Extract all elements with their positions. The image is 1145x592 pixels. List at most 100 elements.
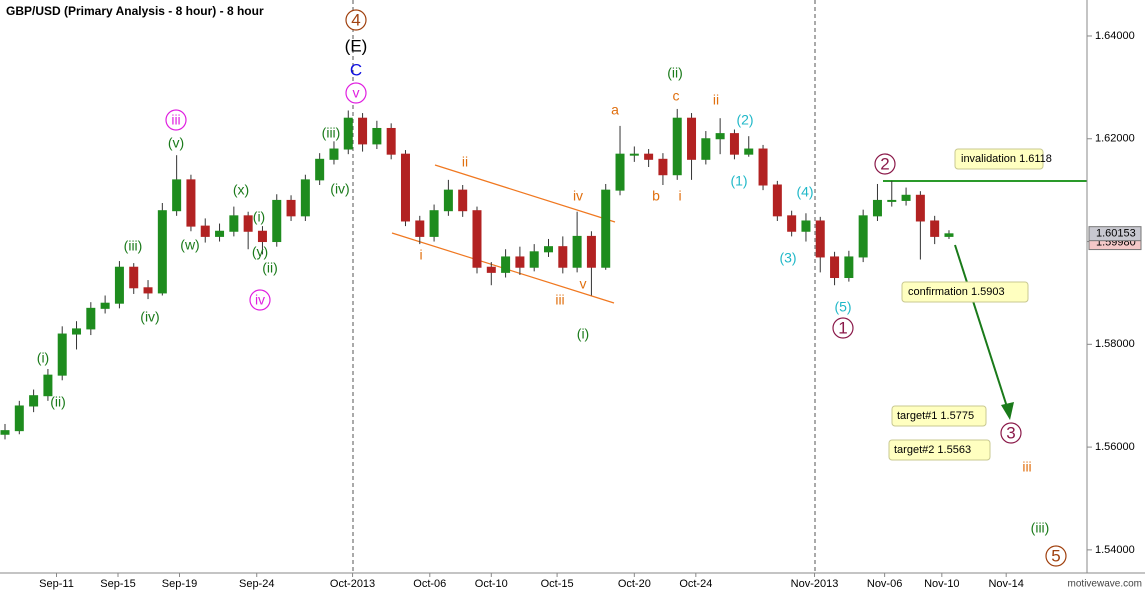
candle-body: [701, 138, 711, 160]
candle-body: [386, 127, 396, 155]
candle-body: [472, 210, 482, 268]
x-tick-label: Nov-2013: [791, 578, 839, 590]
y-tick-label: 1.62000: [1095, 133, 1135, 145]
wave-label: c: [673, 88, 680, 104]
wave-label: (E): [345, 36, 368, 55]
candle-body: [400, 153, 410, 222]
y-tick-label: 1.54000: [1095, 544, 1135, 556]
arrow-head: [1001, 402, 1014, 420]
wave-label: 2: [880, 154, 889, 173]
candle-body: [787, 215, 797, 232]
candle-body: [443, 189, 453, 212]
candle-body: [844, 256, 854, 279]
wave-label: i: [678, 188, 681, 204]
wave-label: (iv): [140, 309, 159, 325]
x-tick-label: Nov-14: [988, 578, 1023, 590]
candle-body: [858, 215, 868, 258]
y-tick-label: 1.58000: [1095, 338, 1135, 350]
channel-line: [434, 164, 616, 223]
candle-body: [801, 220, 811, 232]
candle-body: [601, 189, 611, 268]
wave-label: (ii): [262, 260, 278, 276]
wave-label: v: [580, 276, 587, 292]
candle-body: [644, 153, 654, 160]
callout-text: confirmation 1.5903: [908, 286, 1005, 298]
candle-body: [372, 127, 382, 145]
candle-body: [629, 153, 639, 156]
candle-body: [830, 256, 840, 279]
x-tick-label: Nov-06: [867, 578, 902, 590]
x-tick-label: Oct-06: [413, 578, 446, 590]
wave-label: iii: [555, 292, 564, 308]
candle-body: [529, 251, 539, 268]
candle-body: [358, 117, 368, 145]
x-tick-label: Nov-10: [924, 578, 959, 590]
wave-label: (i): [37, 350, 49, 366]
x-tick-label: Oct-24: [679, 578, 712, 590]
wave-label: C: [350, 60, 362, 79]
callout-text: invalidation 1.6118: [961, 153, 1052, 165]
candle-body: [300, 179, 310, 217]
wave-label: 4: [351, 10, 360, 29]
wave-label: ii: [713, 92, 719, 108]
candle-body: [43, 374, 53, 397]
wave-label: 5: [1051, 546, 1060, 565]
candle-body: [615, 153, 625, 191]
wave-label: (i): [577, 326, 589, 342]
wave-label: (iii): [124, 238, 143, 254]
candle-body: [157, 210, 167, 294]
x-tick-label: Oct-15: [541, 578, 574, 590]
candle-body: [415, 220, 425, 237]
candle-body: [586, 235, 596, 268]
wave-label: (v): [168, 135, 184, 151]
candle-body: [57, 333, 67, 376]
wave-label: i: [419, 247, 422, 263]
candle-body: [672, 117, 682, 176]
x-tick-label: Sep-15: [100, 578, 135, 590]
candle-body: [944, 233, 954, 237]
candle-body: [172, 179, 182, 212]
candle-body: [915, 194, 925, 222]
wave-label: (i): [253, 209, 265, 225]
callout-text: target#1 1.5775: [897, 410, 974, 422]
callout: target#2 1.5563: [888, 439, 991, 461]
candle-body: [72, 328, 82, 335]
wave-label: (x): [233, 182, 249, 198]
candle-body: [715, 133, 725, 140]
wave-label: (1): [730, 173, 747, 189]
wave-label: (5): [834, 299, 851, 315]
wave-label: iv: [573, 188, 583, 204]
candle-body: [286, 199, 296, 217]
candle-body: [29, 395, 39, 407]
candle-body: [315, 158, 325, 181]
candle-body: [0, 430, 10, 435]
candle-body: [544, 246, 554, 253]
x-tick-label: Oct-10: [475, 578, 508, 590]
candle-body: [272, 199, 282, 243]
candle-body: [243, 215, 253, 232]
wave-circle: [345, 82, 367, 104]
candle-body: [815, 220, 825, 258]
wave-label: v: [353, 85, 360, 101]
wave-label: (iv): [330, 181, 349, 197]
callout-text: target#2 1.5563: [894, 444, 971, 456]
wave-label: a: [611, 102, 619, 118]
candle-body: [329, 148, 339, 160]
wave-label: 1: [838, 318, 847, 337]
callout: target#1 1.5775: [891, 405, 987, 427]
x-tick-label: Sep-11: [39, 578, 74, 590]
candle-body: [143, 287, 153, 294]
candle-body: [901, 194, 911, 201]
candle-body: [257, 230, 267, 243]
wave-label: (2): [736, 112, 753, 128]
candle-body: [872, 199, 882, 217]
candle-body: [215, 230, 225, 237]
candle-body: [186, 179, 196, 227]
wave-circle: [832, 317, 854, 339]
candles: [0, 108, 954, 440]
candle-body: [744, 148, 754, 155]
x-tick-label: Sep-19: [162, 578, 197, 590]
price-label: 1.60153: [1096, 228, 1136, 240]
